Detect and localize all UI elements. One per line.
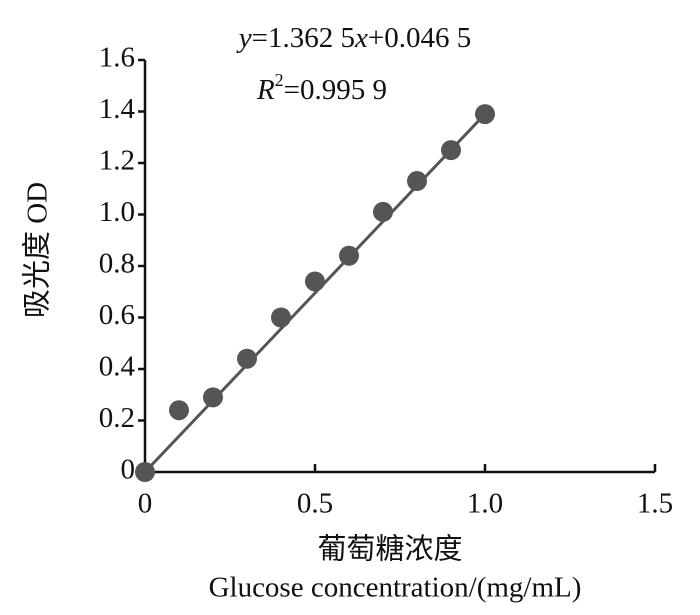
y-tick-label: 0.6: [99, 299, 135, 331]
x-axis-label: 葡萄糖浓度: [317, 533, 462, 566]
data-point: [373, 201, 393, 222]
data-point: [339, 245, 359, 266]
y-axis-label: 吸光度 OD: [21, 182, 54, 318]
data-point: [169, 400, 189, 421]
x-axis-label-en: Glucose concentration/(mg/mL): [209, 572, 582, 604]
equation-part: =1.362 5: [252, 22, 355, 54]
r-symbol: R: [256, 74, 275, 106]
data-point: [305, 271, 325, 292]
equation: y=1.362 5x+0.046 5: [236, 22, 471, 54]
data-point: [441, 140, 461, 161]
data-point: [475, 104, 495, 125]
x-tick-label: 1.5: [637, 488, 673, 520]
y-tick-label: 1.2: [99, 145, 135, 177]
data-point: [203, 387, 223, 408]
r-squared: R2=0.995 9: [256, 70, 387, 106]
equation-part: y: [236, 22, 252, 54]
y-tick-label: 1.4: [99, 93, 136, 125]
y-tick-label: 0.2: [99, 402, 135, 434]
data-point: [271, 307, 291, 328]
x-tick-label: 1.0: [467, 488, 503, 520]
x-tick-label: 0: [138, 488, 153, 520]
y-tick-label: 0.4: [99, 351, 136, 383]
fit-line: [143, 113, 487, 474]
x-tick-label: 0.5: [297, 488, 333, 520]
data-point: [237, 348, 257, 369]
equation-part: x: [354, 22, 368, 54]
r-value: =0.995 9: [284, 74, 387, 106]
equation-part: +0.046 5: [368, 22, 471, 54]
y-tick-label: 1.0: [99, 196, 135, 228]
y-tick-label: 1.6: [99, 42, 135, 74]
y-tick-label: 0.8: [99, 248, 135, 280]
data-point: [407, 171, 427, 192]
y-tick-label: 0: [121, 454, 136, 486]
superscript: 2: [275, 70, 284, 90]
data-point: [135, 462, 155, 482]
